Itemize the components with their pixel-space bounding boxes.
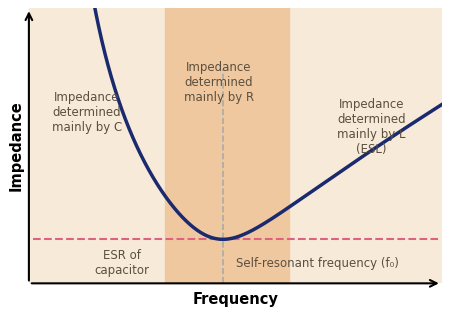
Bar: [165, 8, 289, 283]
Y-axis label: Impedance: Impedance: [9, 100, 23, 191]
X-axis label: Frequency: Frequency: [192, 292, 278, 307]
Text: Impedance
determined
mainly by R: Impedance determined mainly by R: [184, 61, 254, 104]
Text: Self-resonant frequency (f₀): Self-resonant frequency (f₀): [236, 257, 399, 270]
Text: ESR of
capacitor: ESR of capacitor: [94, 249, 149, 277]
Text: Impedance
determined
mainly by C: Impedance determined mainly by C: [52, 91, 122, 134]
Text: Impedance
determined
mainly by L
(ESL): Impedance determined mainly by L (ESL): [337, 98, 406, 156]
